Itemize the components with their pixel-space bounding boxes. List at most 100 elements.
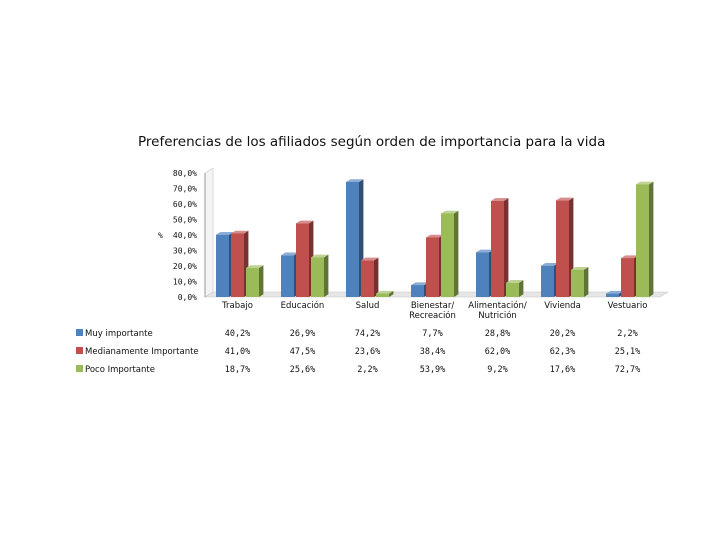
bar-side [504, 198, 509, 297]
data-label: 9,2% [487, 365, 507, 375]
data-label: 26,9% [290, 329, 316, 339]
bar-top [606, 290, 624, 294]
bar-top [296, 220, 314, 224]
y-tick-label: 20,0% [173, 262, 197, 271]
bar [491, 200, 504, 297]
bar [311, 257, 324, 297]
bar [426, 237, 439, 297]
bar [476, 252, 489, 297]
data-label: 47,5% [290, 347, 316, 357]
bar-top [571, 266, 589, 270]
bar-top [426, 234, 444, 238]
data-label: 41,0% [225, 347, 251, 357]
data-label: 28,8% [485, 329, 511, 339]
bar-top [311, 254, 329, 258]
y-tick-label: 60,0% [173, 200, 197, 209]
bar [441, 213, 454, 297]
bar [216, 234, 229, 297]
bar [541, 265, 554, 297]
bar [506, 282, 519, 297]
bar-top [621, 255, 639, 259]
bar-top [556, 197, 574, 201]
data-label: 2,2% [617, 329, 637, 339]
bar [346, 181, 359, 297]
bar-top [376, 290, 394, 294]
bar-side [519, 279, 524, 297]
category-label: Bienestar/ [411, 301, 455, 311]
bar-side [454, 210, 459, 297]
y-tick-label: 80,0% [173, 169, 197, 178]
bar-top [491, 198, 509, 201]
y-tick-label: 50,0% [173, 216, 197, 225]
legend-entry: Medianamente Importante [85, 347, 199, 357]
y-tick-label: 10,0% [173, 278, 197, 287]
bar-top [636, 181, 654, 185]
bar-side [259, 265, 264, 297]
category-label-line2: Nutrición [478, 310, 517, 321]
data-label: 62,3% [550, 347, 576, 357]
legend-swatch [76, 329, 83, 336]
bar [571, 269, 584, 297]
category-label: Alimentación/ [468, 300, 527, 311]
data-label: 2,2% [357, 365, 377, 375]
data-label: 72,7% [615, 365, 641, 375]
bar-side [389, 290, 394, 297]
y-tick-label: 40,0% [173, 231, 197, 240]
bar-side [584, 266, 589, 297]
bar-top [541, 262, 559, 266]
bar-top [361, 257, 379, 261]
y-tick-label: 30,0% [173, 247, 197, 256]
bar [231, 233, 244, 297]
data-label: 38,4% [420, 347, 446, 357]
data-label: 23,6% [355, 347, 381, 357]
data-label: 53,9% [420, 365, 446, 375]
bar-side [374, 257, 379, 297]
bar [411, 285, 424, 297]
bar-top [346, 179, 364, 182]
side-wall [204, 167, 214, 298]
bar-top [441, 210, 459, 214]
y-axis-label: % [158, 231, 163, 240]
y-tick-label: 0,0% [178, 293, 197, 302]
category-label-line2: Recreación [409, 310, 456, 321]
data-label: 17,6% [550, 365, 576, 375]
bar [296, 223, 309, 297]
bar-top [476, 249, 494, 253]
bar-top [246, 265, 264, 269]
legend-entry: Poco Importante [85, 365, 155, 375]
category-label: Trabajo [221, 301, 253, 311]
category-label: Educación [281, 300, 325, 311]
chart-title: Preferencias de los afiliados según orde… [138, 134, 606, 150]
bar-side [649, 181, 654, 297]
bar [621, 258, 634, 297]
data-label: 62,0% [485, 347, 511, 357]
data-label: 20,2% [550, 329, 576, 339]
legend-swatch [76, 347, 83, 354]
bar [556, 200, 569, 297]
category-label: Vivienda [544, 301, 581, 311]
bar-side [324, 254, 329, 297]
data-label: 40,2% [225, 329, 251, 339]
data-label: 74,2% [355, 329, 381, 339]
data-label: 25,1% [615, 347, 641, 357]
y-tick-label: 70,0% [173, 185, 197, 194]
bar-top [231, 230, 249, 234]
bar [281, 255, 294, 297]
bar [606, 293, 619, 297]
bar-top [281, 252, 299, 256]
bar-top [506, 279, 524, 283]
bar [361, 260, 374, 297]
data-label: 25,6% [290, 365, 316, 375]
data-label: 7,7% [422, 329, 442, 339]
bar [636, 184, 649, 297]
legend-swatch [76, 365, 83, 372]
legend-entry: Muy importante [85, 329, 153, 339]
data-label: 18,7% [225, 365, 251, 375]
bar [246, 268, 259, 297]
bar [376, 293, 389, 297]
category-label: Salud [356, 301, 380, 311]
bar-top [216, 231, 234, 235]
category-label: Vestuario [608, 301, 648, 311]
bar-top [411, 282, 429, 286]
